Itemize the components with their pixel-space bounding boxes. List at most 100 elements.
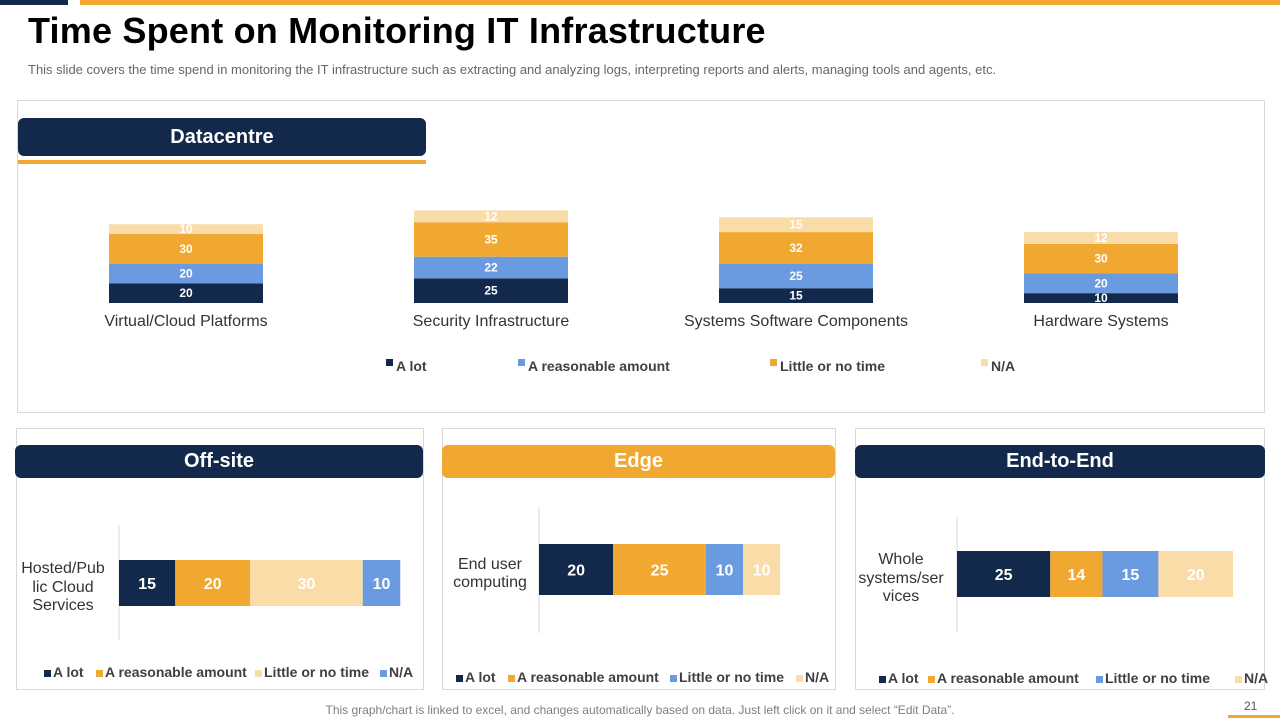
datacentre-bar-segment	[1024, 243, 1178, 274]
e2e-header: End-to-End	[855, 445, 1265, 478]
datacentre-legend-label: A reasonable amount	[528, 358, 670, 374]
datacentre-legend-swatch	[518, 359, 525, 366]
datacentre-bar-segment	[414, 222, 568, 257]
offsite-legend-swatch	[44, 670, 51, 677]
e2e-data-label: 15	[1122, 567, 1140, 584]
offsite-category-label: Services	[32, 597, 93, 614]
datacentre-category-label: Security Infrastructure	[413, 313, 570, 330]
offsite-data-label: 30	[298, 576, 316, 593]
datacentre-bar-segment	[1024, 232, 1178, 244]
e2e-category-label: Whole	[878, 551, 923, 568]
footer-note: This graph/chart is linked to excel, and…	[325, 703, 955, 717]
page-subtitle: This slide covers the time spend in moni…	[28, 62, 997, 77]
datacentre-bar-segment	[719, 288, 873, 303]
edge-legend-label: A lot	[465, 669, 496, 685]
datacentre-legend-swatch	[981, 359, 988, 366]
edge-data-label: 10	[753, 563, 771, 580]
offsite-category-label: lic Cloud	[32, 579, 93, 596]
edge-legend-swatch	[796, 675, 803, 682]
offsite-data-label: 15	[138, 576, 156, 593]
datacentre-bar-segment	[1024, 293, 1178, 303]
edge-data-label: 10	[716, 563, 734, 580]
datacentre-legend-label: N/A	[991, 358, 1015, 374]
offsite-category-label: Hosted/Pub	[21, 560, 105, 577]
e2e-legend-label: N/A	[1244, 670, 1268, 686]
offsite-legend-label: Little or no time	[264, 664, 369, 680]
offsite-legend-label: A reasonable amount	[105, 664, 247, 680]
e2e-data-label: 20	[1187, 567, 1205, 584]
datacentre-bar-segment	[414, 256, 568, 279]
edge-bar-segment	[539, 544, 614, 595]
e2e-data-label: 25	[995, 567, 1013, 584]
edge-legend-label: N/A	[805, 669, 829, 685]
e2e-bar-segment	[1158, 551, 1234, 597]
datacentre-header: Datacentre	[18, 118, 426, 156]
e2e-legend-label: A lot	[888, 670, 919, 686]
edge-category-label: End user	[458, 556, 523, 573]
offsite-bar-segment	[250, 560, 363, 606]
offsite-data-label: 10	[373, 576, 391, 593]
datacentre-data-label: 12	[484, 209, 498, 223]
e2e-category-label: vices	[883, 588, 919, 605]
e2e-legend-swatch	[1096, 676, 1103, 683]
edge-header: Edge	[442, 445, 835, 478]
datacentre-data-label: 20	[179, 266, 193, 280]
datacentre-bar-segment	[109, 234, 263, 264]
page-number: 21	[1244, 699, 1258, 713]
page-title: Time Spent on Monitoring IT Infrastructu…	[28, 10, 766, 51]
datacentre-bar-segment	[1024, 273, 1178, 294]
edge-legend-label: Little or no time	[679, 669, 784, 685]
edge-category-label: computing	[453, 574, 527, 591]
datacentre-bar-segment	[414, 210, 568, 223]
datacentre-bar-segment	[719, 263, 873, 289]
datacentre-data-label: 10	[1094, 291, 1108, 305]
datacentre-legend-label: Little or no time	[780, 358, 885, 374]
edge-legend-swatch	[670, 675, 677, 682]
top-accent-dark	[0, 0, 68, 5]
page-number-underline	[1228, 715, 1280, 718]
edge-bar-segment	[705, 544, 744, 595]
datacentre-data-label: 22	[484, 261, 498, 275]
e2e-bar-segment	[957, 551, 1051, 597]
datacentre-bar-segment	[109, 283, 263, 303]
edge-legend-swatch	[456, 675, 463, 682]
offsite-legend-label: A lot	[53, 664, 84, 680]
e2e-bar-segment	[1102, 551, 1159, 597]
offsite-legend-swatch	[255, 670, 262, 677]
edge-legend-label: A reasonable amount	[517, 669, 659, 685]
datacentre-category-label: Systems Software Components	[684, 313, 908, 330]
datacentre-category-label: Virtual/Cloud Platforms	[104, 313, 267, 330]
e2e-legend-swatch	[928, 676, 935, 683]
edge-bar-segment	[613, 544, 706, 595]
offsite-bar-segment	[362, 560, 401, 606]
datacentre-data-label: 15	[789, 289, 803, 303]
datacentre-bar-segment	[414, 278, 568, 303]
e2e-legend-swatch	[1235, 676, 1242, 683]
datacentre-header-underline	[18, 160, 426, 164]
e2e-data-label: 14	[1067, 567, 1085, 584]
datacentre-data-label: 25	[789, 269, 803, 283]
e2e-legend-label: Little or no time	[1105, 670, 1210, 686]
datacentre-category-label: Hardware Systems	[1033, 313, 1168, 330]
datacentre-data-label: 35	[484, 232, 498, 246]
offsite-data-label: 20	[204, 576, 222, 593]
offsite-legend-label: N/A	[389, 664, 413, 680]
edge-data-label: 25	[651, 563, 669, 580]
datacentre-data-label: 12	[1094, 231, 1108, 245]
datacentre-bar-segment	[109, 224, 263, 235]
e2e-bar-segment	[1050, 551, 1103, 597]
top-accent-gold	[80, 0, 1280, 5]
offsite-bar-segment	[119, 560, 176, 606]
datacentre-data-label: 25	[484, 284, 498, 298]
datacentre-legend-swatch	[770, 359, 777, 366]
offsite-legend-swatch	[96, 670, 103, 677]
datacentre-data-label: 20	[1094, 276, 1108, 290]
e2e-legend-swatch	[879, 676, 886, 683]
datacentre-data-label: 20	[179, 286, 193, 300]
edge-data-label: 20	[567, 563, 585, 580]
edge-bar-segment	[743, 544, 781, 595]
datacentre-data-label: 10	[179, 222, 193, 236]
datacentre-legend-swatch	[386, 359, 393, 366]
datacentre-data-label: 32	[789, 241, 803, 255]
e2e-legend-label: A reasonable amount	[937, 670, 1079, 686]
